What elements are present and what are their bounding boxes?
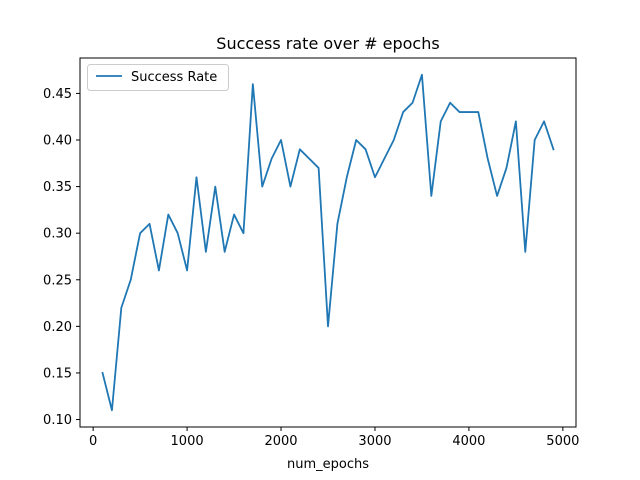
x-tick-label: 1000 [171,434,204,449]
x-tick-label: 3000 [358,434,391,449]
x-tick-label: 2000 [264,434,297,449]
y-axis-ticks: 0.10 0.15 0.20 0.25 0.30 0.35 0.40 0.45 [43,87,80,428]
success-rate-line [101,73,555,412]
x-tick-label: 5000 [546,434,579,449]
legend-label-success-rate: Success Rate [131,70,217,85]
x-tick-label: 0 [89,434,97,449]
y-tick-label: 0.35 [43,180,72,195]
legend: Success Rate [87,64,229,91]
y-tick-label: 0.25 [43,273,72,288]
y-tick-label: 0.15 [43,366,72,381]
legend-box [87,64,229,91]
y-tick-label: 0.30 [43,227,72,242]
y-tick-label: 0.40 [43,134,72,149]
chart-title: Success rate over # epochs [216,34,439,53]
y-tick-label: 0.20 [43,320,72,335]
y-tick-label: 0.10 [43,413,72,428]
plot-frame [79,57,577,428]
y-tick-label: 0.45 [43,87,72,102]
x-axis-label: num_epochs [287,457,369,472]
x-axis-ticks: 0 1000 2000 3000 4000 5000 [89,427,579,449]
x-tick-label: 4000 [452,434,485,449]
